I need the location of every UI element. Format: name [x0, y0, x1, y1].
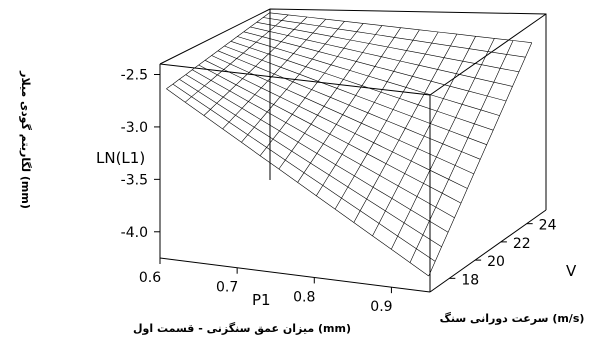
- mesh-line-p1: [241, 21, 345, 143]
- mesh-line-p1: [316, 29, 420, 196]
- v-tick-label: 20: [487, 254, 505, 270]
- y-axis-label: V: [566, 262, 577, 280]
- x-tick-label: 0.7: [216, 280, 238, 296]
- box-back-top: [159, 8, 547, 210]
- mesh-line-p1: [222, 18, 327, 130]
- y-axis-label-persian: سرعت دورانی سنگ (m/s): [440, 311, 585, 325]
- mesh-line-p1: [203, 16, 308, 116]
- mesh-line-p1: [297, 27, 401, 183]
- mesh-line-p1: [372, 36, 476, 237]
- x-axis-line: [159, 257, 431, 293]
- z-tick-label: -2.5: [121, 67, 148, 83]
- mesh-line-p1: [259, 23, 364, 156]
- x-tick-label: 0.6: [139, 270, 161, 286]
- mesh-line-p1: [409, 40, 514, 263]
- mesh-line-p1: [166, 12, 270, 90]
- x-axis-label-persian: میزان عمق سنگزنی - قسمت اول (mm): [133, 322, 351, 335]
- mesh-line-p1: [428, 42, 533, 277]
- v-tick-label: 18: [461, 272, 479, 288]
- v-tick-label: 24: [539, 218, 557, 234]
- x-tick-label: 0.8: [293, 289, 315, 305]
- v-tick-label: 22: [513, 236, 531, 252]
- mesh-line-p1: [353, 33, 458, 223]
- z-axis-label: LN(L1): [96, 149, 145, 167]
- mesh-line-p1: [278, 25, 383, 170]
- z-tick-label: -3.5: [121, 172, 148, 188]
- surface-mesh: [166, 12, 533, 277]
- mesh-line-p1: [391, 38, 495, 250]
- x-axis-label: P1: [252, 291, 271, 309]
- mesh-line-p1: [185, 14, 289, 103]
- x-tick-label: 0.9: [370, 299, 392, 315]
- z-tick-label: -4.0: [121, 225, 148, 241]
- box-front: [159, 63, 431, 292]
- z-axis-label-persian: لگاریتم گودی میلار (mm): [19, 70, 32, 209]
- axis-ticks: -2.5 -3.0 -3.5 -4.0 0.6 0.7 0.8 0.9 18 20 22 24: [121, 67, 557, 315]
- z-tick-label: -3.0: [121, 120, 148, 136]
- box-back-right: [429, 13, 547, 96]
- mesh-line-p1: [334, 31, 439, 210]
